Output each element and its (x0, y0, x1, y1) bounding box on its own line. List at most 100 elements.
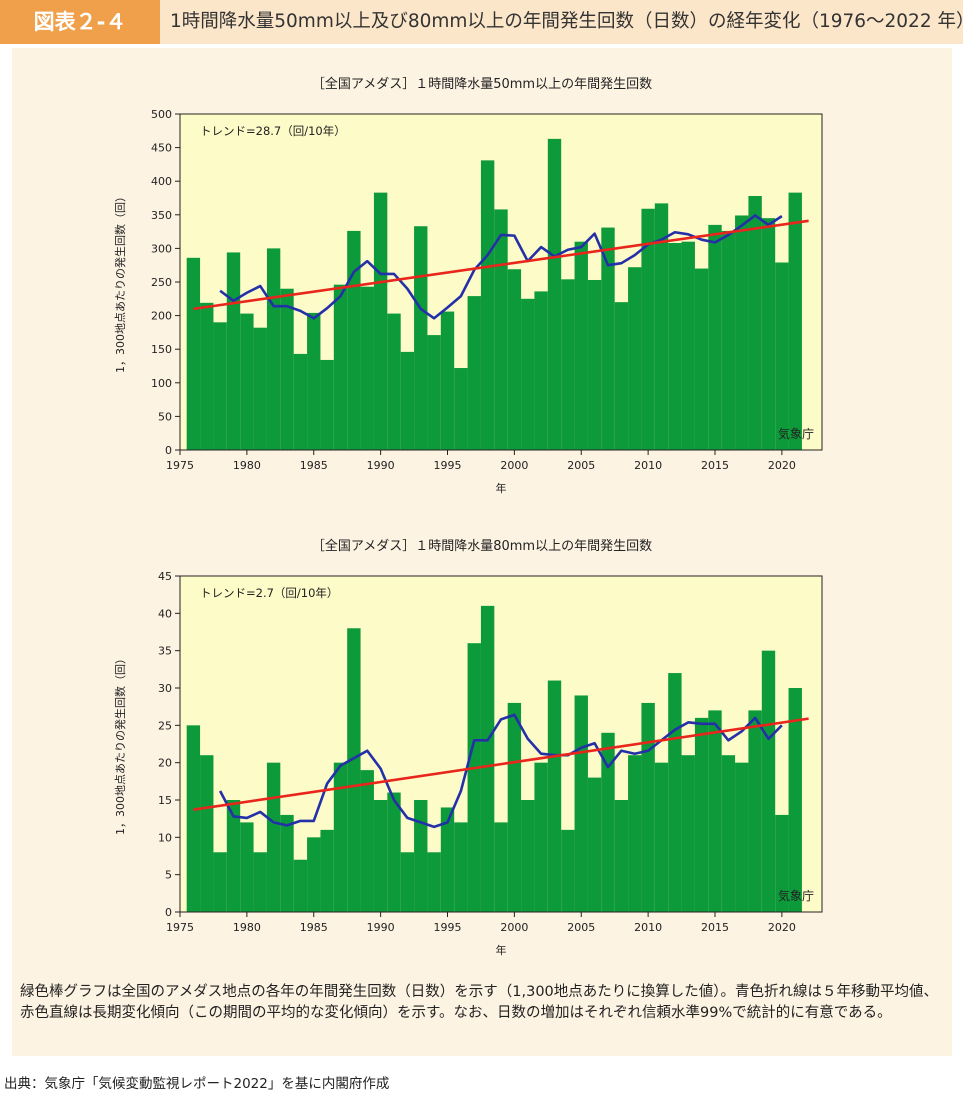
bar (253, 327, 267, 450)
bar (200, 302, 214, 450)
x-tick-label: 2005 (567, 921, 595, 934)
y-axis-label: 1，300地点あたりの発生回数（回） (113, 653, 127, 835)
bar (721, 755, 736, 912)
y-tick-label: 100 (151, 377, 172, 390)
bar (628, 755, 642, 912)
figure-header: 図表２-４ 1時間降水量50mm以上及び80mm以上の年間発生回数（日数）の経年… (0, 0, 963, 44)
bar (494, 822, 508, 912)
bar (266, 248, 281, 450)
bar (601, 732, 615, 912)
x-tick-label: 2020 (768, 459, 796, 472)
x-tick-label: 1995 (434, 459, 462, 472)
bar (414, 226, 428, 450)
bar (534, 762, 548, 912)
bar (226, 252, 241, 450)
y-tick-label: 10 (158, 831, 172, 844)
x-axis-label: 年 (496, 481, 507, 495)
bar (494, 209, 508, 450)
trend-annotation: トレンド=28.7（回/10年） (200, 124, 346, 138)
bar (480, 605, 495, 912)
bar (360, 770, 374, 912)
bar (467, 643, 481, 912)
bar (547, 680, 562, 912)
bar (427, 852, 441, 912)
bar (761, 218, 776, 450)
x-tick-label: 1975 (166, 459, 194, 472)
x-tick-label: 2010 (634, 459, 662, 472)
bar (561, 279, 575, 450)
y-axis-label: 1，300地点あたりの発生回数（回） (113, 191, 127, 373)
bar (735, 215, 749, 450)
bar (708, 710, 722, 912)
x-tick-label: 2000 (500, 921, 528, 934)
x-tick-label: 1980 (233, 921, 261, 934)
bar (347, 230, 361, 450)
bar (373, 192, 388, 450)
bar (628, 267, 642, 450)
x-tick-label: 1985 (300, 921, 328, 934)
x-tick-label: 2000 (500, 459, 528, 472)
bar (467, 296, 481, 450)
y-tick-label: 200 (151, 310, 172, 323)
x-tick-label: 2015 (701, 459, 729, 472)
y-tick-label: 15 (158, 794, 172, 807)
bar (333, 284, 348, 450)
bar (307, 312, 321, 450)
y-tick-label: 45 (158, 570, 172, 583)
bar (480, 160, 495, 451)
trend-line (193, 717, 809, 811)
bar (668, 673, 682, 912)
bar (641, 702, 655, 912)
bar (574, 695, 588, 912)
bar (293, 859, 308, 912)
bar (280, 288, 294, 450)
plot-frame (179, 575, 823, 913)
bar (213, 852, 227, 912)
x-tick-label: 2020 (768, 921, 796, 934)
bar (400, 351, 415, 450)
bar (761, 650, 776, 912)
source-note: 出典：気象庁「気候変動監視レポート2022」を基に内閣府作成 (4, 1076, 390, 1092)
bar (668, 243, 682, 450)
bar (400, 852, 415, 912)
y-tick-label: 450 (151, 142, 172, 155)
y-tick-label: 0 (165, 444, 172, 457)
bar (681, 241, 695, 450)
bar (614, 800, 629, 912)
bar (641, 208, 655, 450)
x-tick-label: 1980 (233, 459, 261, 472)
bar (240, 822, 254, 912)
bar (226, 800, 241, 912)
bar (440, 311, 455, 450)
bar (587, 279, 602, 450)
y-tick-label: 35 (158, 645, 172, 658)
bar (280, 814, 294, 912)
y-tick-label: 5 (165, 869, 172, 882)
bar (708, 224, 722, 450)
x-tick-label: 1990 (367, 459, 395, 472)
y-tick-label: 500 (151, 108, 172, 121)
bar (521, 800, 535, 912)
bar (253, 852, 267, 912)
trend-annotation: トレンド=2.7（回/10年） (200, 586, 338, 600)
bar (721, 230, 736, 450)
y-tick-label: 25 (158, 719, 172, 732)
x-tick-label: 1995 (434, 921, 462, 934)
bar (307, 837, 321, 912)
chart-title: ［全国アメダス］１時間降水量80mm以上の年間発生回数 (312, 538, 652, 554)
bar (427, 335, 441, 450)
bar (534, 291, 548, 450)
bar (748, 195, 762, 450)
chart-title: ［全国アメダス］１時間降水量50mm以上の年間発生回数 (312, 76, 652, 92)
bar (775, 814, 789, 912)
bar (601, 227, 615, 450)
x-axis-label: 年 (496, 943, 507, 957)
bar (414, 800, 428, 912)
figure-number-badge: 図表２-４ (0, 0, 160, 44)
bar (574, 241, 588, 450)
bar (240, 313, 254, 450)
bar (654, 203, 669, 450)
y-tick-label: 400 (151, 175, 172, 188)
x-tick-label: 2005 (567, 459, 595, 472)
bar (186, 257, 201, 450)
